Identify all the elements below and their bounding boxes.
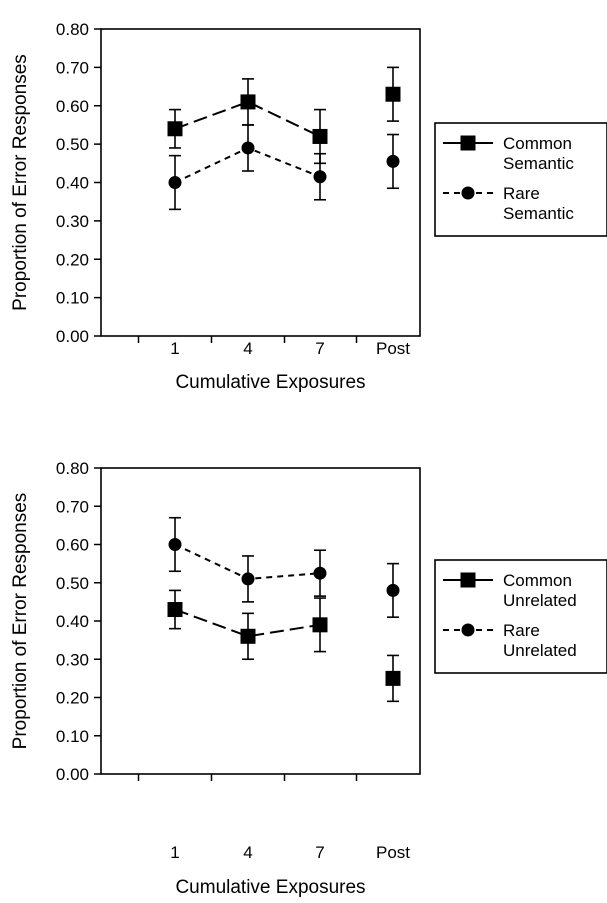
- legend-label: Rare: [503, 184, 540, 203]
- series-2: [168, 124, 400, 211]
- y-tick-label: 0.00: [56, 327, 89, 346]
- x-tick-label: Post: [376, 339, 410, 358]
- y-tick-label: 0.70: [56, 58, 89, 77]
- data-point: [385, 86, 401, 102]
- data-point: [385, 670, 401, 686]
- data-point: [313, 170, 327, 184]
- data-point: [241, 141, 255, 155]
- data-point: [312, 128, 328, 144]
- legend-label: Common: [503, 134, 572, 153]
- x-tick-label: 1: [170, 843, 179, 862]
- legend-label: Unrelated: [503, 591, 577, 610]
- legend-label: Rare: [503, 621, 540, 640]
- data-point: [313, 566, 327, 580]
- y-tick-label: 0.10: [56, 289, 89, 308]
- x-tick-label: 4: [243, 843, 252, 862]
- x-tick-label: 1: [170, 339, 179, 358]
- y-tick-label: 0.70: [56, 497, 89, 516]
- legend-label: Common: [503, 571, 572, 590]
- data-point: [167, 602, 183, 618]
- y-tick-label: 0.30: [56, 650, 89, 669]
- legend-swatch-marker: [461, 186, 475, 200]
- data-point: [168, 538, 182, 551]
- chart-panel-2: 0.00 0.10 0.20 0.30 0.40 0.50 0.60 0.70 0.80 1 4 7 P…: [10, 459, 607, 898]
- data-point: [167, 121, 183, 137]
- y-axis-label: Proportion of Error Responses: [10, 54, 31, 311]
- y-tick-label: 0.40: [56, 612, 89, 631]
- series-2: [168, 516, 400, 618]
- chart-panel-1: 0.00 0.10 0.20 0.30 0.40 0.50 0.60 0.70 0.80 1 4 7 P…: [10, 20, 607, 393]
- y-tick-label: 0.20: [56, 689, 89, 708]
- x-tick-label: 7: [315, 339, 324, 358]
- data-point: [312, 617, 328, 633]
- data-point: [386, 154, 400, 168]
- y-tick-label: 0.00: [56, 765, 89, 784]
- x-tick-label: 4: [243, 339, 252, 358]
- series-1: [167, 589, 401, 703]
- x-axis-label: Cumulative Exposures: [175, 877, 365, 898]
- y-tick-label: 0.40: [56, 174, 89, 193]
- series-1: [167, 66, 401, 165]
- legend-swatch-marker: [461, 623, 475, 637]
- plot-frame: [100, 467, 421, 775]
- y-axis-label: Proportion of Error Responses: [10, 493, 31, 750]
- legend-label: Unrelated: [503, 641, 577, 660]
- legend-swatch-marker: [460, 572, 476, 588]
- x-tick-label: 7: [315, 843, 324, 862]
- y-tick-label: 0.30: [56, 212, 89, 231]
- legend-swatch-marker: [460, 135, 476, 151]
- series-line: [174, 100, 321, 138]
- y-tick-label: 0.20: [56, 250, 89, 269]
- data-point: [386, 583, 400, 597]
- data-point: [168, 176, 182, 189]
- data-point: [240, 628, 256, 644]
- data-point: [240, 94, 256, 110]
- x-axis-label: Cumulative Exposures: [175, 372, 365, 393]
- y-tick-label: 0.80: [56, 20, 89, 39]
- y-tick-label: 0.80: [56, 459, 89, 478]
- series-line: [174, 608, 321, 638]
- y-tick-label: 0.50: [56, 574, 89, 593]
- y-tick-label: 0.60: [56, 97, 89, 116]
- data-point: [241, 572, 255, 586]
- y-tick-label: 0.60: [56, 536, 89, 555]
- plot-frame: [100, 28, 421, 337]
- x-tick-label: Post: [376, 843, 410, 862]
- legend-label: Semantic: [503, 154, 574, 173]
- y-tick-label: 0.50: [56, 135, 89, 154]
- y-tick-label: 0.10: [56, 727, 89, 746]
- legend-label: Semantic: [503, 204, 574, 223]
